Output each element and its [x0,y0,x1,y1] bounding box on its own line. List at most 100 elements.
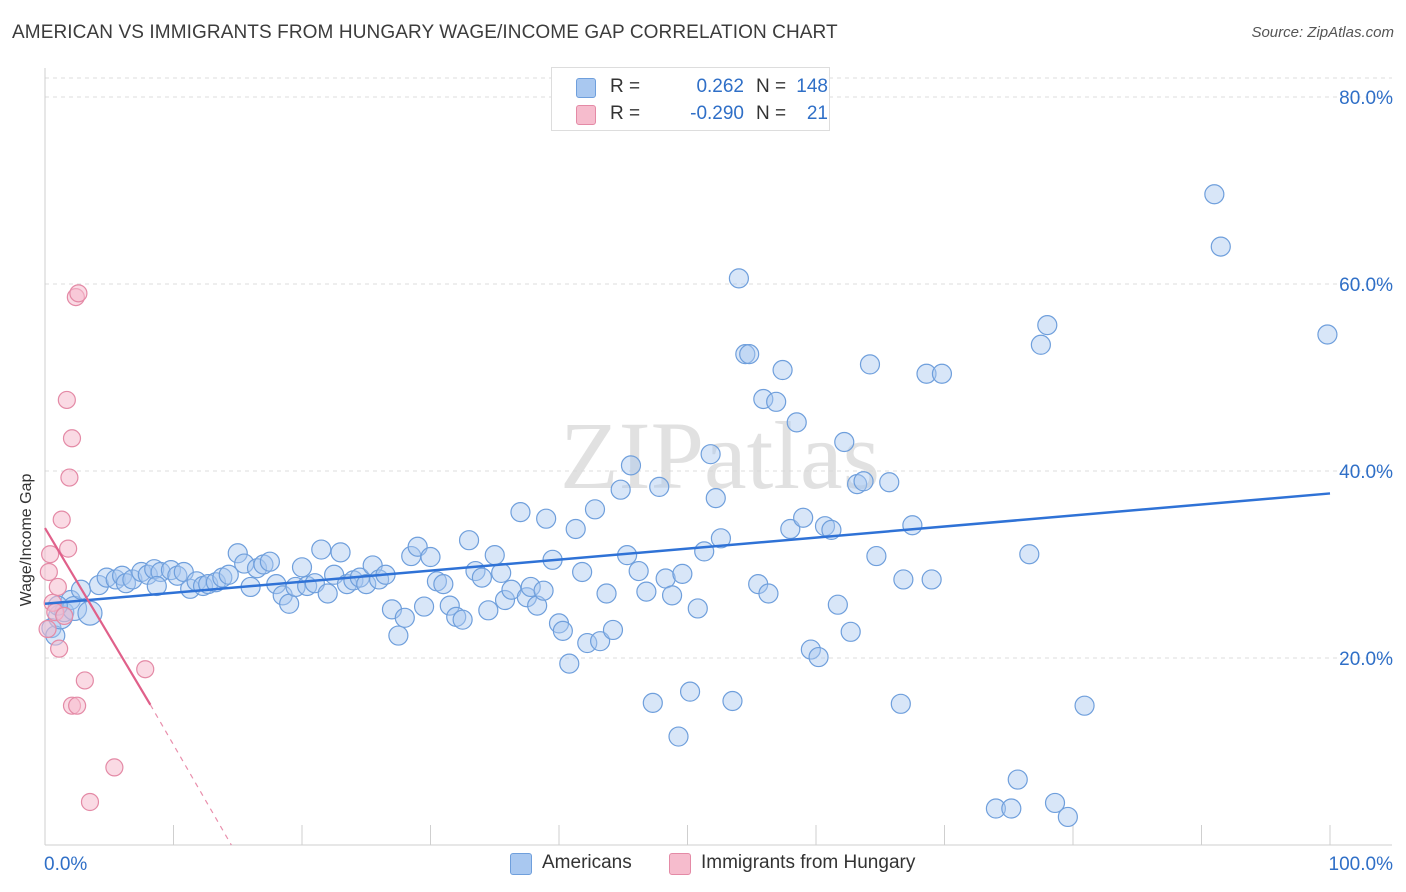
american-point [1057,806,1078,828]
y-tick-label: 20.0% [1339,649,1393,670]
american-point [859,354,881,375]
hungary-point [105,758,124,777]
american-point [610,479,631,500]
american-point [705,488,726,509]
hungary-point [52,510,71,529]
american-point [728,268,750,289]
american-point [494,589,516,611]
hungary-point [69,284,88,303]
american-point [565,518,586,540]
american-point [893,569,914,590]
chart-title: AMERICAN VS IMMIGRANTS FROM HUNGARY WAGE… [12,22,838,43]
american-point [1001,798,1022,819]
american-point [753,388,774,410]
american-point [866,545,887,567]
x-tick-label-max: 100.0% [1329,854,1394,875]
n-label: N = [756,76,787,97]
american-point [1019,544,1040,565]
tick-labels: 20.0% 40.0% 60.0% 80.0% 0.0% 100.0% [44,88,1393,875]
american-point [291,557,313,578]
american-point [668,726,689,747]
r-value: -0.290 [690,103,744,124]
american-point [1044,792,1066,814]
americans-legend-label: Americans [542,852,632,873]
hungary-point [55,606,74,626]
american-point [620,455,642,476]
hungary-trend-line [44,527,152,706]
american-point [758,583,779,604]
american-point [722,690,743,712]
american-point [420,546,441,568]
hungary-point [62,429,82,448]
american-point [700,444,721,465]
hungary-point [39,562,58,582]
trend-lines [44,492,1331,846]
hungary-point [75,671,94,690]
american-point [478,600,499,621]
y-axis-label: Wage/Income Gap [18,473,35,607]
american-point [840,621,861,642]
american-point [413,596,435,617]
american-point [1007,769,1028,790]
american-point [687,598,708,619]
american-point [536,508,557,529]
american-point [1037,315,1058,336]
americans-legend-swatch [510,853,532,875]
american-point [279,593,300,614]
hungary-point [59,539,78,558]
american-point [218,564,239,585]
american-point [628,560,649,582]
american-point [1074,695,1095,716]
american-point [902,515,923,536]
y-tick-label: 80.0% [1339,88,1393,109]
american-point [458,530,480,551]
american-point [439,595,460,616]
american-point [330,542,351,563]
american-point [602,619,624,641]
american-point [1204,184,1225,205]
american-point [780,518,801,540]
american-point [739,344,760,365]
american-point [552,620,573,641]
american-point [793,507,814,528]
hungary-point [60,468,79,487]
american-point [484,545,505,566]
stats-legend: R = 0.262 N = 148 R = -0.290 N = 21 [551,67,830,131]
american-point [985,798,1007,819]
american-point [1030,334,1051,355]
american-point [246,558,268,579]
american-point [1317,324,1338,345]
american-point [655,568,676,589]
american-point [772,359,793,381]
american-point [115,573,137,594]
american-point [890,693,911,714]
american-point [921,569,942,590]
r-label: R = [610,103,641,124]
n-value: 21 [806,103,828,124]
american-point [642,692,663,713]
american-point [533,580,554,601]
american-point [694,541,715,562]
hungary-point [57,390,76,410]
hungary-point [136,660,155,679]
axes [44,68,1392,846]
americans-swatch [576,78,596,98]
hungary-point [48,577,67,597]
american-point [916,363,937,384]
n-value: 148 [796,76,828,97]
american-point [356,574,377,595]
hungary-point [41,545,60,564]
american-point [259,551,280,572]
american-point [1210,236,1231,257]
y-tick-label: 60.0% [1339,275,1393,296]
hungary-point [80,792,100,812]
x-tick-label-min: 0.0% [44,854,87,875]
american-point [879,472,900,493]
american-point [661,585,683,606]
american-point [394,607,415,628]
american-point [800,639,821,660]
american-point [317,583,338,604]
american-point [853,471,874,492]
hungary-point [38,619,57,639]
hungary-point [50,639,69,658]
